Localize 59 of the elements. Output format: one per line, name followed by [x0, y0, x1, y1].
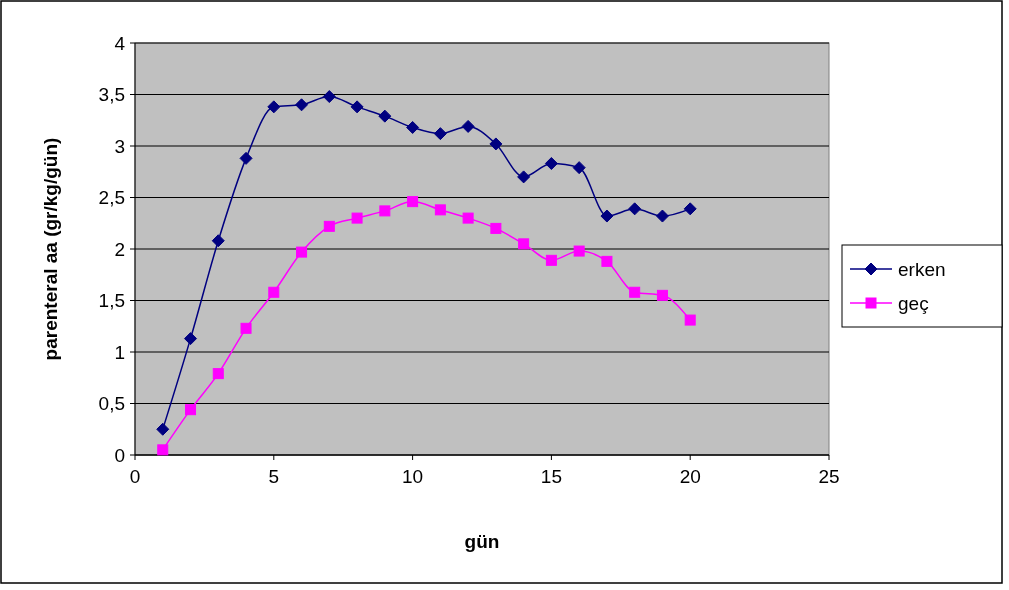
point: [489, 137, 503, 151]
y-tick-label: 2,5: [98, 187, 125, 209]
x-tick-label: 0: [129, 466, 141, 487]
point: [156, 422, 170, 436]
point: [518, 238, 530, 250]
point: [267, 100, 281, 114]
y-tick-label: 0: [114, 444, 125, 466]
y-tick-label: 3,5: [98, 84, 125, 106]
point: [628, 202, 642, 216]
point: [434, 204, 446, 216]
point: [572, 161, 586, 175]
point: [462, 212, 474, 224]
point: [240, 322, 252, 334]
point: [573, 245, 585, 257]
y-axis-title: parenteral aa (gr/kg/gün): [40, 137, 61, 361]
x-tick-label: 25: [818, 466, 840, 487]
point: [544, 157, 558, 171]
point: [683, 202, 697, 216]
point: [406, 120, 420, 134]
point: [212, 368, 224, 380]
y-tick-label: 1,5: [98, 290, 125, 312]
point: [379, 205, 391, 217]
point: [517, 170, 531, 184]
x-axis-title: gün: [464, 531, 500, 552]
point: [184, 332, 198, 346]
point: [545, 254, 557, 266]
point: [378, 109, 392, 123]
point: [295, 98, 309, 112]
point: [684, 314, 696, 326]
x-tick-label: 5: [268, 466, 280, 487]
point: [296, 246, 308, 258]
legend-label: geç: [898, 292, 929, 314]
point: [629, 286, 641, 298]
point: [433, 127, 447, 141]
point: [350, 100, 364, 114]
point: [461, 119, 475, 133]
point: [268, 286, 280, 298]
point: [239, 151, 253, 165]
point: [185, 404, 197, 416]
point: [407, 196, 419, 208]
y-tick-label: 0,5: [98, 393, 125, 415]
point: [490, 222, 502, 234]
point: [601, 255, 613, 267]
point: [600, 209, 614, 223]
y-tick-label: 2: [114, 238, 125, 260]
x-tick-label: 10: [402, 466, 424, 487]
point: [323, 220, 335, 232]
x-tick-label: 15: [540, 466, 562, 487]
y-tick-label: 3: [114, 135, 125, 157]
point: [655, 209, 669, 223]
point: [351, 212, 363, 224]
point: [656, 289, 668, 301]
y-tick-label: 4: [114, 32, 126, 54]
point: [211, 234, 225, 248]
point: [157, 444, 169, 456]
legend-label: erken: [898, 258, 946, 280]
x-tick-label: 20: [679, 466, 701, 487]
y-tick-label: 1: [114, 341, 125, 363]
point: [322, 90, 336, 104]
